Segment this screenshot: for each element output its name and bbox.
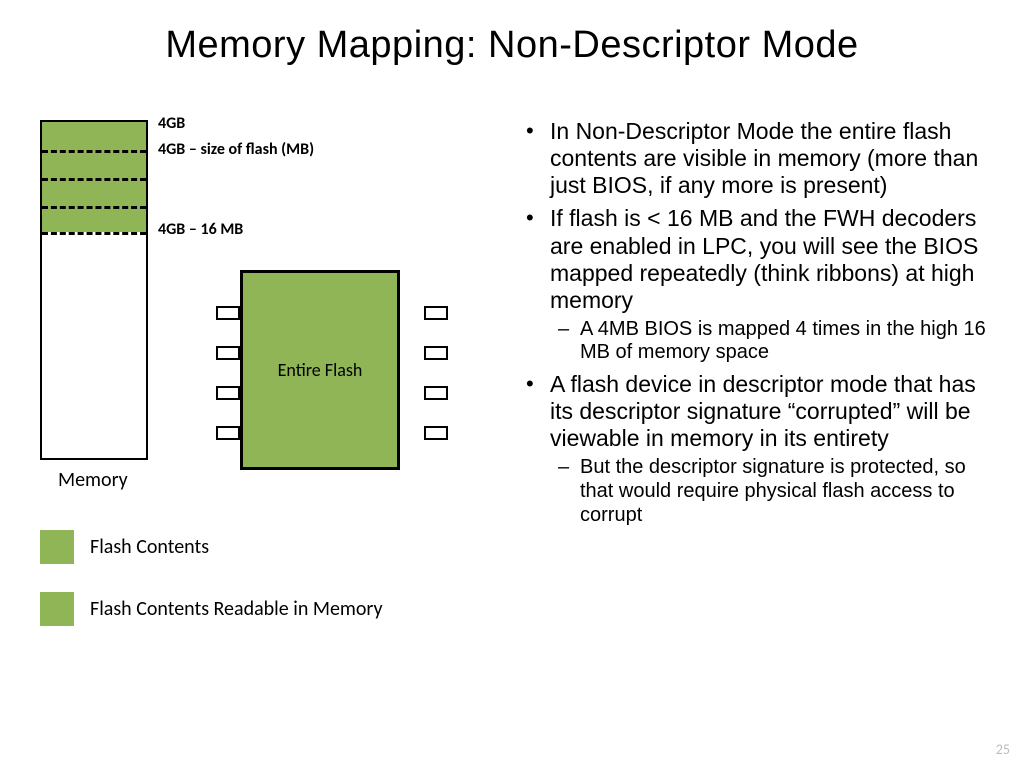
chip-pin [424, 306, 448, 320]
legend-swatch [40, 530, 74, 564]
memory-label-top: 4GB [158, 114, 185, 133]
legend: Flash Contents Flash Contents Readable i… [40, 530, 383, 654]
sub-bullet-item: A 4MB BIOS is mapped 4 times in the high… [550, 318, 1000, 365]
memory-bar-group: 4GB 4GB – size of flash (MB) 4GB – 16 MB… [40, 120, 148, 460]
memory-dashed-line [42, 232, 146, 235]
memory-dashed-line [42, 150, 146, 153]
bullet-item: If flash is < 16 MB and the FWH decoders… [520, 205, 1000, 365]
bullet-list: In Non-Descriptor Mode the entire flash … [520, 118, 1000, 533]
memory-label-16mb: 4GB – 16 MB [158, 220, 243, 239]
memory-caption: Memory [58, 468, 128, 492]
memory-label-flash-size: 4GB – size of flash (MB) [158, 140, 314, 159]
flash-chip: Entire Flash [240, 270, 400, 470]
memory-bar [40, 120, 148, 460]
chip-body: Entire Flash [240, 270, 400, 470]
legend-text: Flash Contents Readable in Memory [90, 597, 383, 621]
sub-bullet-item: But the descriptor signature is protecte… [550, 456, 1000, 527]
bullet-text: If flash is < 16 MB and the FWH decoders… [550, 205, 978, 312]
chip-pin [216, 386, 240, 400]
chip-pin [424, 426, 448, 440]
legend-item: Flash Contents [40, 530, 383, 564]
chip-pin [424, 386, 448, 400]
legend-item: Flash Contents Readable in Memory [40, 592, 383, 626]
chip-pin [216, 306, 240, 320]
chip-pin [216, 426, 240, 440]
chip-label: Entire Flash [278, 359, 363, 381]
bullet-text: A flash device in descriptor mode that h… [550, 371, 976, 451]
memory-dashed-line [42, 206, 146, 209]
slide-title: Memory Mapping: Non-Descriptor Mode [0, 0, 1024, 77]
chip-pin [424, 346, 448, 360]
legend-text: Flash Contents [90, 535, 209, 559]
bullet-item: In Non-Descriptor Mode the entire flash … [520, 118, 1000, 199]
page-number: 25 [996, 741, 1010, 758]
memory-flash-region [42, 122, 146, 232]
legend-swatch [40, 592, 74, 626]
bullet-item: A flash device in descriptor mode that h… [520, 371, 1000, 527]
memory-dashed-line [42, 178, 146, 181]
chip-pin [216, 346, 240, 360]
